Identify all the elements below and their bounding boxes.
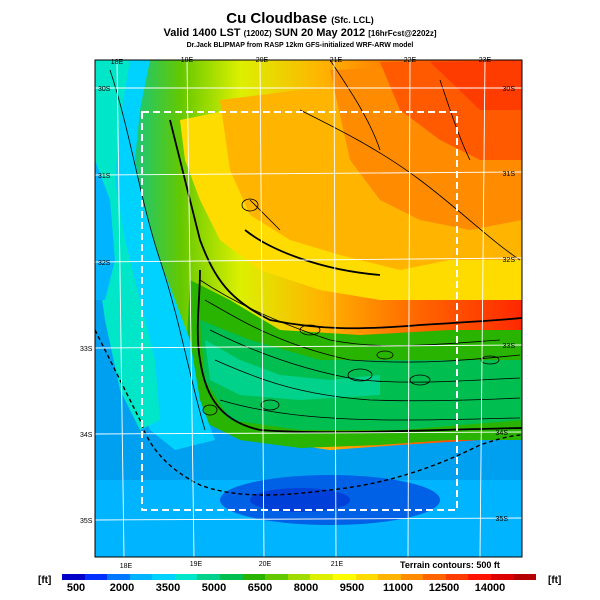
lat-label: 32S bbox=[503, 257, 516, 264]
valid-utc: (1200Z) bbox=[243, 29, 272, 38]
left-lat-labels: 30S 31S 32S 33S 34S 35S bbox=[80, 86, 111, 525]
lon-label: 22E bbox=[404, 57, 417, 64]
model-credit: Dr.Jack BLIPMAP from RASP 12km GFS-initi… bbox=[186, 42, 414, 49]
colorbar-swatch bbox=[332, 574, 356, 580]
colorbar-swatch bbox=[197, 574, 221, 580]
lat-label: 30S bbox=[98, 86, 111, 93]
top-lon-labels: 18E 19E 20E 21E 22E 23E bbox=[111, 57, 492, 66]
map-frame bbox=[94, 59, 523, 558]
colorbar-swatch bbox=[355, 574, 379, 580]
colorbar-swatch bbox=[84, 574, 108, 580]
lat-label: 33S bbox=[503, 343, 516, 350]
lat-label: 34S bbox=[80, 432, 93, 439]
colorbar-swatch bbox=[378, 574, 401, 580]
map-title: Cu Cloudbase (Sfc. LCL) bbox=[0, 10, 600, 27]
valid-prefix: Valid 1400 LST bbox=[163, 27, 241, 39]
colorbar-swatch bbox=[400, 574, 424, 580]
colorbar-swatch bbox=[310, 574, 333, 580]
colorbar-swatch bbox=[152, 574, 175, 580]
lon-label: 23E bbox=[479, 57, 492, 64]
colorbar-label: 11000 bbox=[383, 582, 413, 594]
colorbar-label: 8000 bbox=[293, 582, 319, 594]
colorbar-label: 14000 bbox=[474, 582, 506, 594]
colorbar-swatch bbox=[423, 574, 446, 580]
colorbar-swatch bbox=[220, 574, 243, 580]
colorbar-label: 6500 bbox=[247, 582, 273, 594]
colorbar-swatch bbox=[107, 574, 130, 580]
inner-domain-box bbox=[141, 111, 458, 511]
colorbar-swatch bbox=[513, 574, 537, 580]
colorbar-swatch bbox=[174, 574, 198, 580]
colorbar-label: 5000 bbox=[201, 582, 227, 594]
lat-label: 35S bbox=[496, 516, 509, 523]
title-sub: (Sfc. LCL) bbox=[331, 15, 374, 25]
right-lat-labels: 30S 31S 32S 33S 34S 35S bbox=[496, 86, 516, 523]
lat-label: 33S bbox=[80, 346, 93, 353]
colorbar-swatch bbox=[490, 574, 514, 580]
lat-label: 31S bbox=[98, 173, 111, 180]
cloudbase-field bbox=[95, 60, 522, 557]
colorbar-unit-left: [ft] bbox=[38, 575, 52, 586]
lon-label: 18E bbox=[120, 563, 133, 570]
lat-label: 35S bbox=[80, 518, 93, 525]
colorbar-swatch bbox=[129, 574, 153, 580]
terrain-contours-note: Terrain contours: 500 ft bbox=[400, 560, 500, 570]
colorbar-swatch bbox=[468, 574, 491, 580]
colorbar-swatch bbox=[265, 574, 288, 580]
colorbar-swatch bbox=[62, 574, 85, 580]
colorbar-label: 2000 bbox=[109, 582, 135, 594]
lon-label: 19E bbox=[190, 561, 203, 568]
colorbar-swatch bbox=[242, 574, 266, 580]
lon-label: 18E bbox=[111, 59, 124, 66]
lon-label: 19E bbox=[181, 57, 194, 64]
lat-label: 32S bbox=[98, 260, 111, 267]
colorbar-label: 500 bbox=[66, 582, 86, 594]
valid-forecast: [16hrFcst@2202z] bbox=[368, 29, 437, 38]
lon-label: 20E bbox=[256, 57, 269, 64]
colorbar-label: 12500 bbox=[428, 582, 460, 594]
colorbar-label: 3500 bbox=[155, 582, 181, 594]
bottom-lon-labels: 18E 19E 20E 21E bbox=[120, 561, 344, 570]
lat-label: 30S bbox=[503, 86, 516, 93]
colorbar bbox=[62, 574, 537, 580]
colorbar-swatch bbox=[445, 574, 469, 580]
lon-label: 20E bbox=[259, 561, 272, 568]
cloudbase-contours bbox=[169, 119, 522, 434]
lon-label: 21E bbox=[331, 561, 344, 568]
colorbar-swatch bbox=[287, 574, 311, 580]
valid-time: Valid 1400 LST (1200Z) SUN 20 May 2012 [… bbox=[0, 27, 600, 39]
colorbar-unit-right: [ft] bbox=[548, 575, 562, 586]
lat-label: 31S bbox=[503, 171, 516, 178]
valid-date: SUN 20 May 2012 bbox=[274, 27, 366, 39]
latlon-grid bbox=[94, 59, 523, 558]
title-main: Cu Cloudbase bbox=[226, 10, 328, 27]
colorbar-label: 9500 bbox=[339, 582, 365, 594]
lat-label: 34S bbox=[496, 430, 509, 437]
lon-label: 21E bbox=[330, 57, 343, 64]
